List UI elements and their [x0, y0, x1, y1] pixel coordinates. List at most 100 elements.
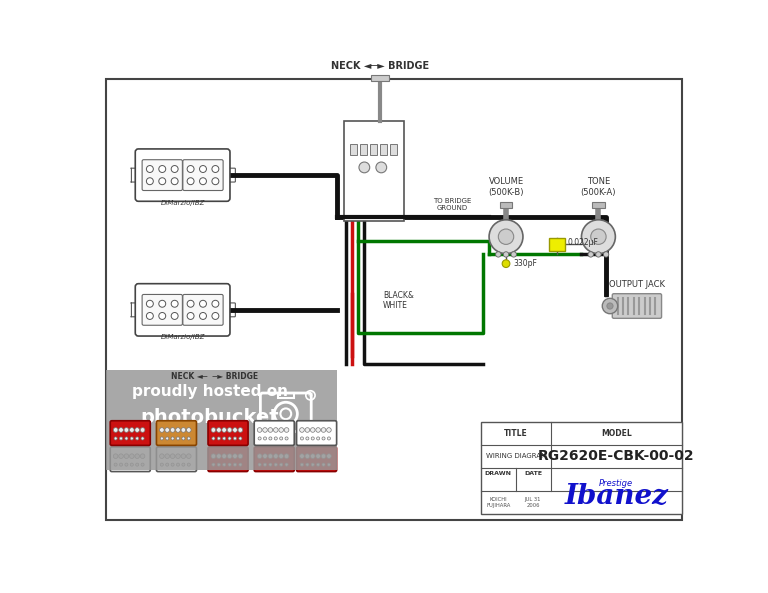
- Circle shape: [284, 428, 289, 432]
- Circle shape: [136, 437, 139, 440]
- Circle shape: [311, 437, 314, 440]
- Circle shape: [141, 454, 145, 458]
- Circle shape: [141, 428, 145, 432]
- FancyBboxPatch shape: [135, 149, 230, 201]
- Circle shape: [503, 251, 508, 257]
- Text: NECK ◄─  ─► BRIDGE: NECK ◄─ ─► BRIDGE: [170, 372, 258, 381]
- Text: DRAWN: DRAWN: [485, 471, 511, 476]
- Circle shape: [159, 313, 166, 320]
- Bar: [278, 393, 293, 398]
- Text: DATE: DATE: [524, 471, 542, 476]
- Circle shape: [187, 300, 194, 307]
- Circle shape: [280, 463, 283, 466]
- Text: ®: ®: [307, 393, 314, 398]
- Circle shape: [274, 463, 277, 466]
- Circle shape: [322, 437, 325, 440]
- FancyBboxPatch shape: [157, 447, 197, 471]
- Circle shape: [187, 437, 190, 440]
- Circle shape: [166, 437, 169, 440]
- Circle shape: [130, 454, 134, 458]
- FancyBboxPatch shape: [226, 303, 235, 317]
- Circle shape: [187, 463, 190, 466]
- Circle shape: [114, 463, 118, 466]
- Circle shape: [135, 454, 140, 458]
- Text: OUTPUT JACK: OUTPUT JACK: [609, 280, 665, 289]
- Circle shape: [223, 463, 226, 466]
- Circle shape: [300, 437, 303, 440]
- Circle shape: [171, 313, 178, 320]
- Bar: [500, 202, 512, 208]
- Circle shape: [171, 463, 174, 466]
- Circle shape: [263, 437, 266, 440]
- Circle shape: [222, 454, 227, 458]
- FancyBboxPatch shape: [183, 160, 223, 190]
- Circle shape: [233, 454, 237, 458]
- Circle shape: [233, 437, 237, 440]
- Circle shape: [147, 178, 154, 184]
- Circle shape: [359, 162, 369, 173]
- Circle shape: [212, 300, 219, 307]
- Circle shape: [200, 313, 207, 320]
- Circle shape: [181, 428, 186, 432]
- Circle shape: [280, 437, 283, 440]
- Circle shape: [211, 454, 216, 458]
- Circle shape: [316, 463, 319, 466]
- Text: TO BRIDGE
GROUND: TO BRIDGE GROUND: [433, 198, 472, 211]
- FancyBboxPatch shape: [183, 295, 223, 325]
- Circle shape: [300, 428, 304, 432]
- Circle shape: [170, 428, 175, 432]
- Circle shape: [171, 178, 178, 184]
- Text: Prestige: Prestige: [599, 479, 633, 487]
- Circle shape: [604, 251, 609, 257]
- Circle shape: [114, 428, 118, 432]
- Circle shape: [316, 437, 319, 440]
- Circle shape: [165, 428, 170, 432]
- Circle shape: [217, 437, 220, 440]
- Circle shape: [228, 437, 231, 440]
- Circle shape: [233, 463, 237, 466]
- Circle shape: [228, 463, 231, 466]
- Circle shape: [316, 454, 320, 458]
- Circle shape: [187, 165, 194, 173]
- Circle shape: [171, 165, 178, 173]
- Circle shape: [233, 428, 237, 432]
- Bar: [369, 144, 376, 155]
- Circle shape: [263, 463, 266, 466]
- Circle shape: [305, 454, 310, 458]
- Circle shape: [182, 437, 185, 440]
- Circle shape: [141, 463, 144, 466]
- Circle shape: [171, 300, 178, 307]
- Circle shape: [222, 428, 227, 432]
- FancyBboxPatch shape: [111, 447, 151, 471]
- Circle shape: [327, 437, 330, 440]
- FancyBboxPatch shape: [135, 283, 230, 336]
- Circle shape: [212, 165, 219, 173]
- Circle shape: [200, 300, 207, 307]
- Circle shape: [212, 437, 215, 440]
- Text: VOLUME
(500K-B): VOLUME (500K-B): [488, 177, 524, 197]
- Circle shape: [239, 437, 242, 440]
- Circle shape: [171, 437, 174, 440]
- Text: JUL 31
2006: JUL 31 2006: [525, 497, 541, 508]
- Circle shape: [489, 220, 523, 254]
- Circle shape: [176, 428, 180, 432]
- Text: WIRING DIAGRAM: WIRING DIAGRAM: [485, 453, 547, 459]
- Circle shape: [217, 428, 221, 432]
- Circle shape: [376, 162, 386, 173]
- FancyBboxPatch shape: [142, 295, 182, 325]
- FancyBboxPatch shape: [131, 168, 138, 182]
- Circle shape: [147, 313, 154, 320]
- Circle shape: [279, 454, 283, 458]
- FancyBboxPatch shape: [226, 168, 235, 182]
- Bar: [370, 75, 389, 81]
- Circle shape: [269, 437, 272, 440]
- Circle shape: [284, 454, 289, 458]
- Circle shape: [263, 454, 267, 458]
- Circle shape: [159, 178, 166, 184]
- Circle shape: [182, 463, 185, 466]
- Circle shape: [200, 165, 207, 173]
- Circle shape: [166, 463, 169, 466]
- Circle shape: [316, 428, 320, 432]
- Text: BLACK&
WHITE: BLACK& WHITE: [382, 291, 414, 310]
- Circle shape: [306, 437, 309, 440]
